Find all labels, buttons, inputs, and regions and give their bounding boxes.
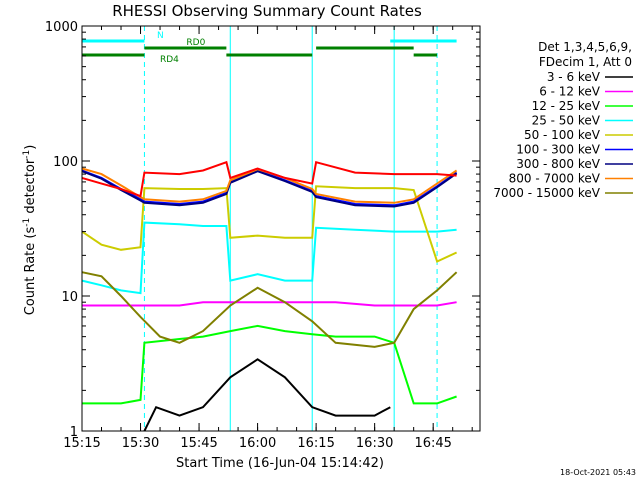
chart-title: RHESSI Observing Summary Count Rates bbox=[112, 2, 422, 20]
state-bar-label-rd4: RD4 bbox=[160, 55, 179, 65]
y-axis-label: Count Rate (s-1 detector-1) bbox=[22, 145, 38, 316]
x-tick-label-1: 15:30 bbox=[122, 436, 159, 451]
x-tick-label-6: 16:45 bbox=[414, 436, 451, 451]
series-line-1 bbox=[82, 302, 457, 305]
series-line-3 bbox=[82, 223, 457, 294]
legend-label-1: 6 - 12 keV bbox=[539, 85, 601, 99]
legend-header-line-1: Det 1,3,4,5,6,9, bbox=[538, 40, 632, 54]
state-bar-label-rd0: RD0 bbox=[186, 38, 205, 48]
series-line-2 bbox=[82, 326, 457, 404]
y-tick-label-1: 10 bbox=[61, 290, 78, 305]
x-tick-label-2: 15:45 bbox=[180, 436, 217, 451]
x-tick-label-4: 16:15 bbox=[297, 436, 334, 451]
series-line-9 bbox=[82, 162, 457, 196]
x-axis: 15:15 15:30 15:45 16:00 16:15 16:30 16:45 bbox=[63, 26, 472, 451]
x-tick-label-3: 16:00 bbox=[239, 436, 276, 451]
legend-label-5: 100 - 300 keV bbox=[516, 143, 600, 157]
legend-label-3: 25 - 50 keV bbox=[532, 114, 601, 128]
legend-label-8: 7000 - 15000 keV bbox=[493, 186, 600, 200]
legend-label-0: 3 - 6 keV bbox=[547, 70, 601, 84]
y-tick-label-3: 1000 bbox=[45, 20, 78, 35]
legend-label-4: 50 - 100 keV bbox=[524, 128, 601, 142]
legend-label-7: 800 - 7000 keV bbox=[509, 172, 601, 186]
series-line-0 bbox=[144, 359, 390, 431]
plot-area: N RD0 RD4 bbox=[82, 26, 457, 431]
x-tick-label-0: 15:15 bbox=[63, 436, 100, 451]
series-line-8 bbox=[82, 272, 457, 347]
x-tick-label-5: 16:30 bbox=[356, 436, 393, 451]
x-axis-label: Start Time (16-Jun-04 15:14:42) bbox=[176, 456, 384, 471]
state-bar-label-n: N bbox=[157, 31, 164, 41]
legend-label-6: 300 - 800 keV bbox=[516, 157, 600, 171]
timestamp: 18-Oct-2021 05:43 bbox=[560, 468, 636, 477]
legend-header-line-2: FDecim 1, Att 0 bbox=[539, 55, 632, 69]
y-tick-label-2: 100 bbox=[53, 155, 78, 170]
legend-label-2: 12 - 25 keV bbox=[532, 99, 601, 113]
